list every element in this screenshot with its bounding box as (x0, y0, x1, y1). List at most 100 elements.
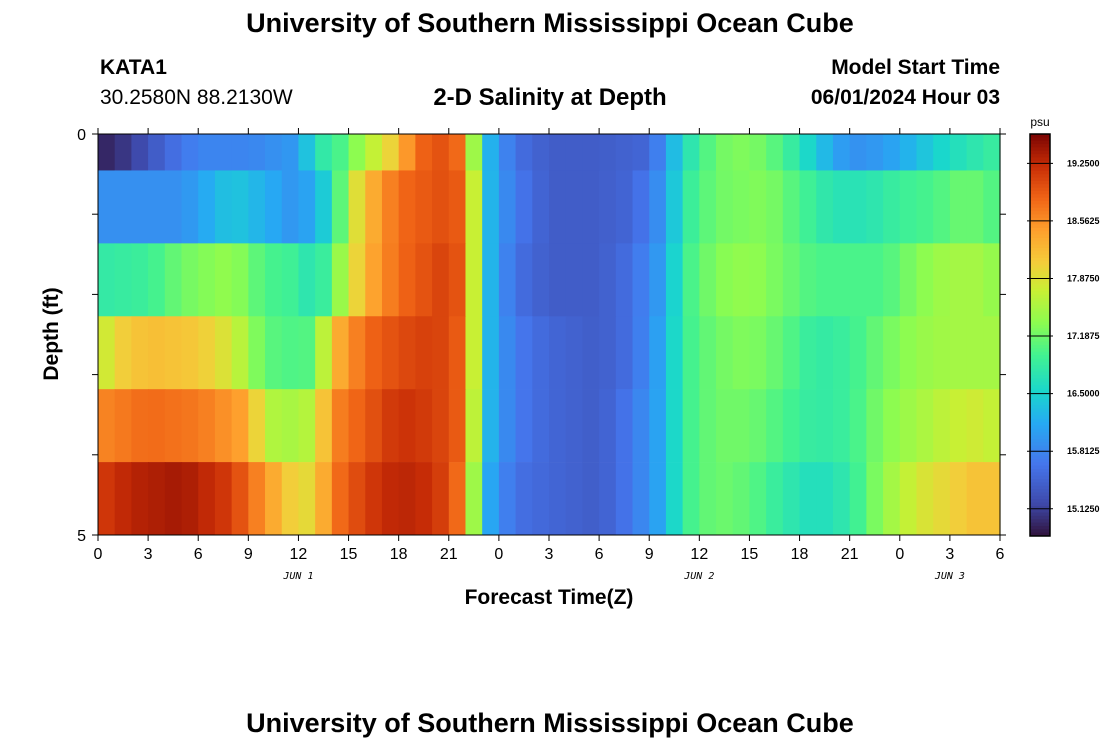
heatmap-cell (849, 389, 867, 463)
heatmap-cell (131, 170, 149, 244)
heatmap-cell (482, 243, 500, 317)
heatmap-cell (281, 170, 300, 244)
heatmap-cell (515, 134, 533, 171)
heatmap-cell (181, 243, 199, 317)
heatmap-cell (498, 462, 517, 536)
heatmap-cell (398, 170, 416, 244)
footer-title: University of Southern Mississippi Ocean… (246, 708, 854, 738)
heatmap-cell (415, 134, 433, 171)
heatmap-cell (398, 134, 416, 171)
colorbar-segment (1030, 438, 1050, 443)
colorbar-segment (1030, 224, 1050, 229)
heatmap-cell (949, 316, 968, 390)
heatmap-cell (983, 243, 1001, 317)
heatmap-cell (131, 462, 149, 536)
heatmap-cell (148, 389, 166, 463)
heatmap-cell (482, 462, 500, 536)
heatmap-cell (649, 170, 667, 244)
heatmap-cell (415, 316, 433, 390)
heatmap-cell (248, 134, 266, 171)
heatmap-cell (231, 134, 249, 171)
heatmap-cell (966, 243, 984, 317)
heatmap-cell (432, 389, 450, 463)
colorbar-segment (1030, 345, 1050, 349)
heatmap-cell (665, 316, 684, 390)
heatmap-cell (766, 316, 784, 390)
heatmap-cell (732, 134, 751, 171)
heatmap-cell (348, 389, 366, 463)
heatmap-cell (265, 462, 283, 536)
colorbar-segment (1030, 475, 1050, 480)
heatmap-cell (148, 170, 166, 244)
heatmap-cell (198, 134, 216, 171)
heatmap-cell (381, 170, 400, 244)
colorbar-segment (1030, 358, 1050, 363)
heatmap-cell (515, 316, 533, 390)
heatmap-cell (916, 243, 934, 317)
heatmap-cell (599, 170, 617, 244)
model-start-value: 06/01/2024 Hour 03 (810, 86, 1000, 109)
colorbar-segment (1030, 197, 1050, 202)
heatmap-cell (448, 170, 467, 244)
heatmap-cell (933, 389, 951, 463)
heatmap-cell (632, 389, 650, 463)
heatmap-cell (498, 389, 517, 463)
heatmap-cell (933, 316, 951, 390)
heatmap-cell (832, 170, 851, 244)
colorbar-segment (1030, 278, 1050, 282)
x-tick-label: 18 (390, 546, 408, 563)
colorbar-segment (1030, 187, 1050, 192)
heatmap-cell (632, 316, 650, 390)
colorbar-segment (1030, 348, 1050, 353)
colorbar-segment (1030, 271, 1050, 276)
colorbar-segment (1030, 351, 1050, 356)
colorbar-segment (1030, 355, 1050, 359)
heatmap-cell (114, 462, 132, 536)
colorbar-segment (1030, 492, 1050, 497)
heatmap-cell (866, 389, 884, 463)
heatmap-cell (799, 243, 817, 317)
heatmap-cell (98, 389, 116, 463)
heatmap-cell (265, 243, 283, 317)
heatmap-cell (498, 316, 517, 390)
heatmap-cell (298, 389, 316, 463)
heatmap-cell (482, 134, 500, 171)
heatmap-cell (98, 316, 116, 390)
colorbar-segment (1030, 525, 1050, 530)
heatmap-cell (415, 462, 433, 536)
heatmap-cell (883, 243, 901, 317)
colorbar-segment (1030, 180, 1050, 185)
heatmap-cell (649, 316, 667, 390)
colorbar-segment (1030, 378, 1050, 383)
heatmap-cell (899, 316, 918, 390)
heatmap-cell (899, 243, 918, 317)
heatmap-cell (415, 170, 433, 244)
heatmap-cell (248, 462, 266, 536)
heatmap-cell (832, 243, 851, 317)
colorbar-segment (1030, 137, 1050, 142)
heatmap-cell (281, 134, 300, 171)
colorbar-segment (1030, 247, 1050, 252)
heatmap-cell (231, 389, 249, 463)
colorbar-segment (1030, 368, 1050, 373)
colorbar-segment (1030, 284, 1050, 289)
heatmap-cell (716, 316, 734, 390)
heatmap-cell (265, 134, 283, 171)
x-tick-label: 6 (194, 546, 203, 563)
heatmap-cell (515, 170, 533, 244)
colorbar-segment (1030, 170, 1050, 175)
heatmap-cell (432, 462, 450, 536)
colorbar-segment (1030, 341, 1050, 346)
colorbar-segment (1030, 408, 1050, 413)
heatmap-cell (682, 316, 700, 390)
heatmap-cell (565, 389, 583, 463)
heatmap-cell (966, 170, 984, 244)
heatmap-cell (198, 389, 216, 463)
heatmap-cell (883, 389, 901, 463)
heatmap-cell (331, 170, 350, 244)
heatmap-cell (315, 389, 333, 463)
heatmap-cell (832, 462, 851, 536)
colorbar-segment (1030, 405, 1050, 410)
colorbar-segment (1030, 194, 1050, 199)
colorbar-segment (1030, 388, 1050, 393)
